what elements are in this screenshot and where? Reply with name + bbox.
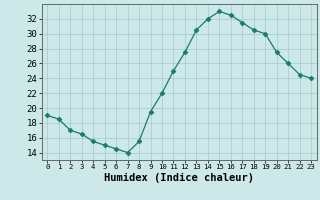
X-axis label: Humidex (Indice chaleur): Humidex (Indice chaleur)	[104, 173, 254, 183]
